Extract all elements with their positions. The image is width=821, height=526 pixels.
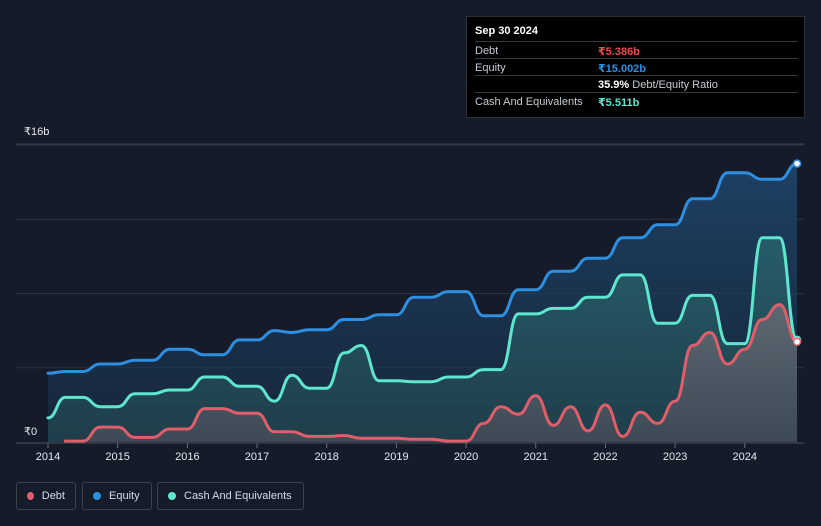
equity-dot-icon	[93, 492, 101, 500]
series-areas	[48, 163, 797, 442]
x-tick-label-2017: 2017	[245, 451, 269, 463]
legend-equity-label: Equity	[109, 490, 140, 502]
y-label-top: ₹16b	[24, 126, 49, 138]
debt-dot-icon	[27, 492, 34, 500]
legend-cash-label: Cash And Equivalents	[184, 490, 292, 502]
x-tick-label-2023: 2023	[663, 451, 687, 463]
tooltip-ratio: 35.9% Debt/Equity Ratio	[598, 79, 718, 91]
x-tick-label-2016: 2016	[175, 451, 199, 463]
cash-area	[48, 237, 797, 442]
tooltip-row-debt: Debt ₹5.386b	[475, 41, 798, 59]
x-tick-label-2019: 2019	[384, 451, 408, 463]
legend-debt-label: Debt	[41, 490, 65, 502]
legend-item-debt[interactable]: Debt	[16, 482, 76, 510]
tooltip-equity-label: Equity	[475, 62, 506, 74]
end-markers	[792, 159, 802, 347]
tooltip-row-cash: Cash And Equivalents ₹5.511b	[475, 92, 798, 110]
tooltip-debt-value: ₹5.386b	[598, 46, 640, 58]
x-axis: 2014 2015 2016 2017 2018 2019 2020 2021 2022 2023…	[16, 442, 804, 463]
debt-area	[65, 304, 797, 442]
tooltip-date: Sep 30 2024	[475, 25, 538, 37]
x-tick-label-2020: 2020	[454, 451, 478, 463]
tooltip-equity-value: ₹15.002b	[598, 63, 647, 75]
tooltip-panel: Sep 30 2024 Debt ₹5.386b Equity ₹15.002b…	[466, 16, 805, 118]
series-lines	[46, 162, 799, 443]
tooltip-row-ratio: 35.9% Debt/Equity Ratio	[475, 75, 798, 93]
x-tick-label-2014: 2014	[36, 451, 60, 463]
equity-end-marker	[792, 159, 802, 168]
debt-line	[63, 303, 799, 443]
debt-end-marker	[792, 337, 802, 347]
cash-dot-icon	[168, 492, 176, 500]
tooltip-cash-label: Cash And Equivalents	[475, 96, 583, 108]
tooltip-ratio-label: Debt/Equity Ratio	[632, 79, 718, 91]
x-tick-label-2022: 2022	[593, 451, 617, 463]
x-tick-label-2024: 2024	[733, 451, 757, 463]
tooltip-debt-label: Debt	[475, 45, 499, 57]
y-label-bottom: ₹0	[24, 426, 37, 438]
x-tick-label-2015: 2015	[105, 451, 129, 463]
x-tick-label-2018: 2018	[314, 451, 338, 463]
tooltip-ratio-value: 35.9%	[598, 79, 630, 91]
legend-item-equity[interactable]: Equity	[82, 482, 152, 510]
tooltip-cash-value: ₹5.511b	[598, 97, 640, 109]
tooltip-row-equity: Equity ₹15.002b	[475, 58, 798, 76]
cash-line	[46, 236, 799, 420]
x-tick-label-2021: 2021	[523, 451, 547, 463]
equity-line	[46, 162, 799, 375]
legend-item-cash[interactable]: Cash And Equivalents	[157, 482, 304, 510]
